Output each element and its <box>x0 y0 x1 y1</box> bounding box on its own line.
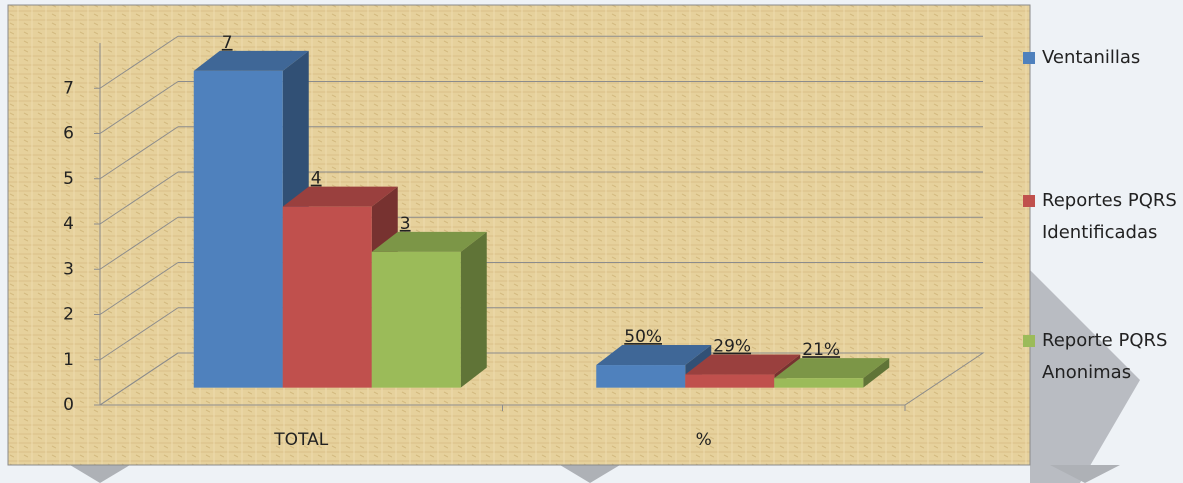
bar-top <box>685 354 801 375</box>
legend-label: Reportes PQRS Identificadas <box>1042 190 1177 243</box>
bar-top <box>371 231 487 252</box>
y-tick-label: 3 <box>63 259 74 279</box>
decor <box>70 465 130 483</box>
bar <box>371 251 461 388</box>
plot-background <box>7 4 1031 466</box>
bar-top <box>193 50 309 71</box>
legend-label: Ventanillas <box>1042 47 1141 68</box>
y-tick-label: 5 <box>63 169 74 189</box>
y-tick-label: 4 <box>63 214 74 234</box>
bar <box>685 374 775 388</box>
bar <box>193 70 283 388</box>
y-tick-label: 7 <box>63 78 74 98</box>
decor <box>1050 465 1120 483</box>
data-label: 7 <box>222 33 233 53</box>
bar-side <box>863 358 890 388</box>
bar <box>282 206 372 388</box>
decor <box>560 465 620 483</box>
legend-swatch <box>1023 52 1035 64</box>
decor <box>1030 270 1140 483</box>
bar-top <box>282 186 398 207</box>
data-label: 50% <box>624 327 662 347</box>
x-tick-label: TOTAL <box>273 430 328 450</box>
grid-line <box>99 307 179 361</box>
legend-swatch <box>1023 195 1035 207</box>
y-tick-label: 6 <box>63 124 74 144</box>
grid-line <box>99 126 179 180</box>
bar-side <box>460 231 487 388</box>
y-tick-label: 1 <box>63 350 74 370</box>
legend-swatch <box>1023 335 1035 347</box>
grid-line <box>99 171 179 225</box>
data-label: 21% <box>802 340 840 360</box>
bar-top <box>774 358 890 379</box>
legend-label: Reporte PQRS Anonimas <box>1042 330 1168 383</box>
bar <box>596 365 686 388</box>
data-label: 29% <box>713 337 751 357</box>
bar <box>774 378 864 388</box>
grid-line <box>99 35 179 89</box>
y-tick-label: 2 <box>63 305 74 325</box>
data-label: 4 <box>311 169 322 189</box>
grid-line <box>99 352 179 406</box>
grid-line <box>99 81 179 134</box>
x-tick-label: % <box>696 430 712 450</box>
grid-line <box>99 262 179 315</box>
data-label: 3 <box>400 214 411 234</box>
grid-line <box>99 216 179 270</box>
y-tick-label: 0 <box>63 395 74 415</box>
bar-top <box>596 345 712 366</box>
